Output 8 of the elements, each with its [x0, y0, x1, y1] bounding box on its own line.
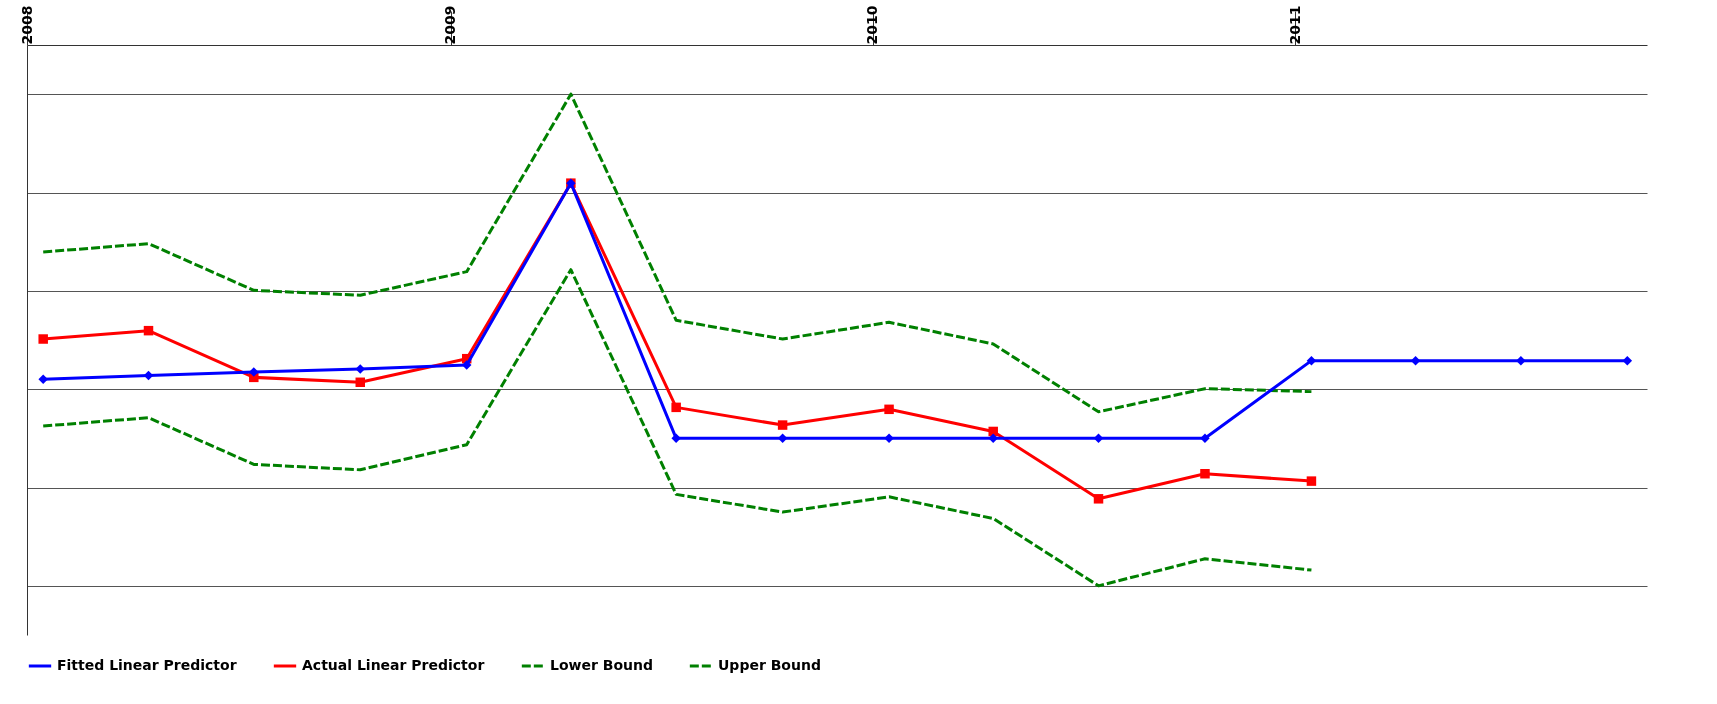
x-tick-label: 2009: [442, 5, 459, 45]
legend-label: Lower Bound: [550, 657, 653, 673]
x-tick-label: 2011: [1286, 5, 1303, 45]
legend-label: Upper Bound: [718, 657, 821, 673]
legend-label: Actual Linear Predictor: [302, 657, 485, 673]
x-tick-label: 2008: [18, 5, 35, 45]
x-tick-label: 2010: [864, 5, 881, 45]
legend-label: Fitted Linear Predictor: [57, 657, 237, 673]
